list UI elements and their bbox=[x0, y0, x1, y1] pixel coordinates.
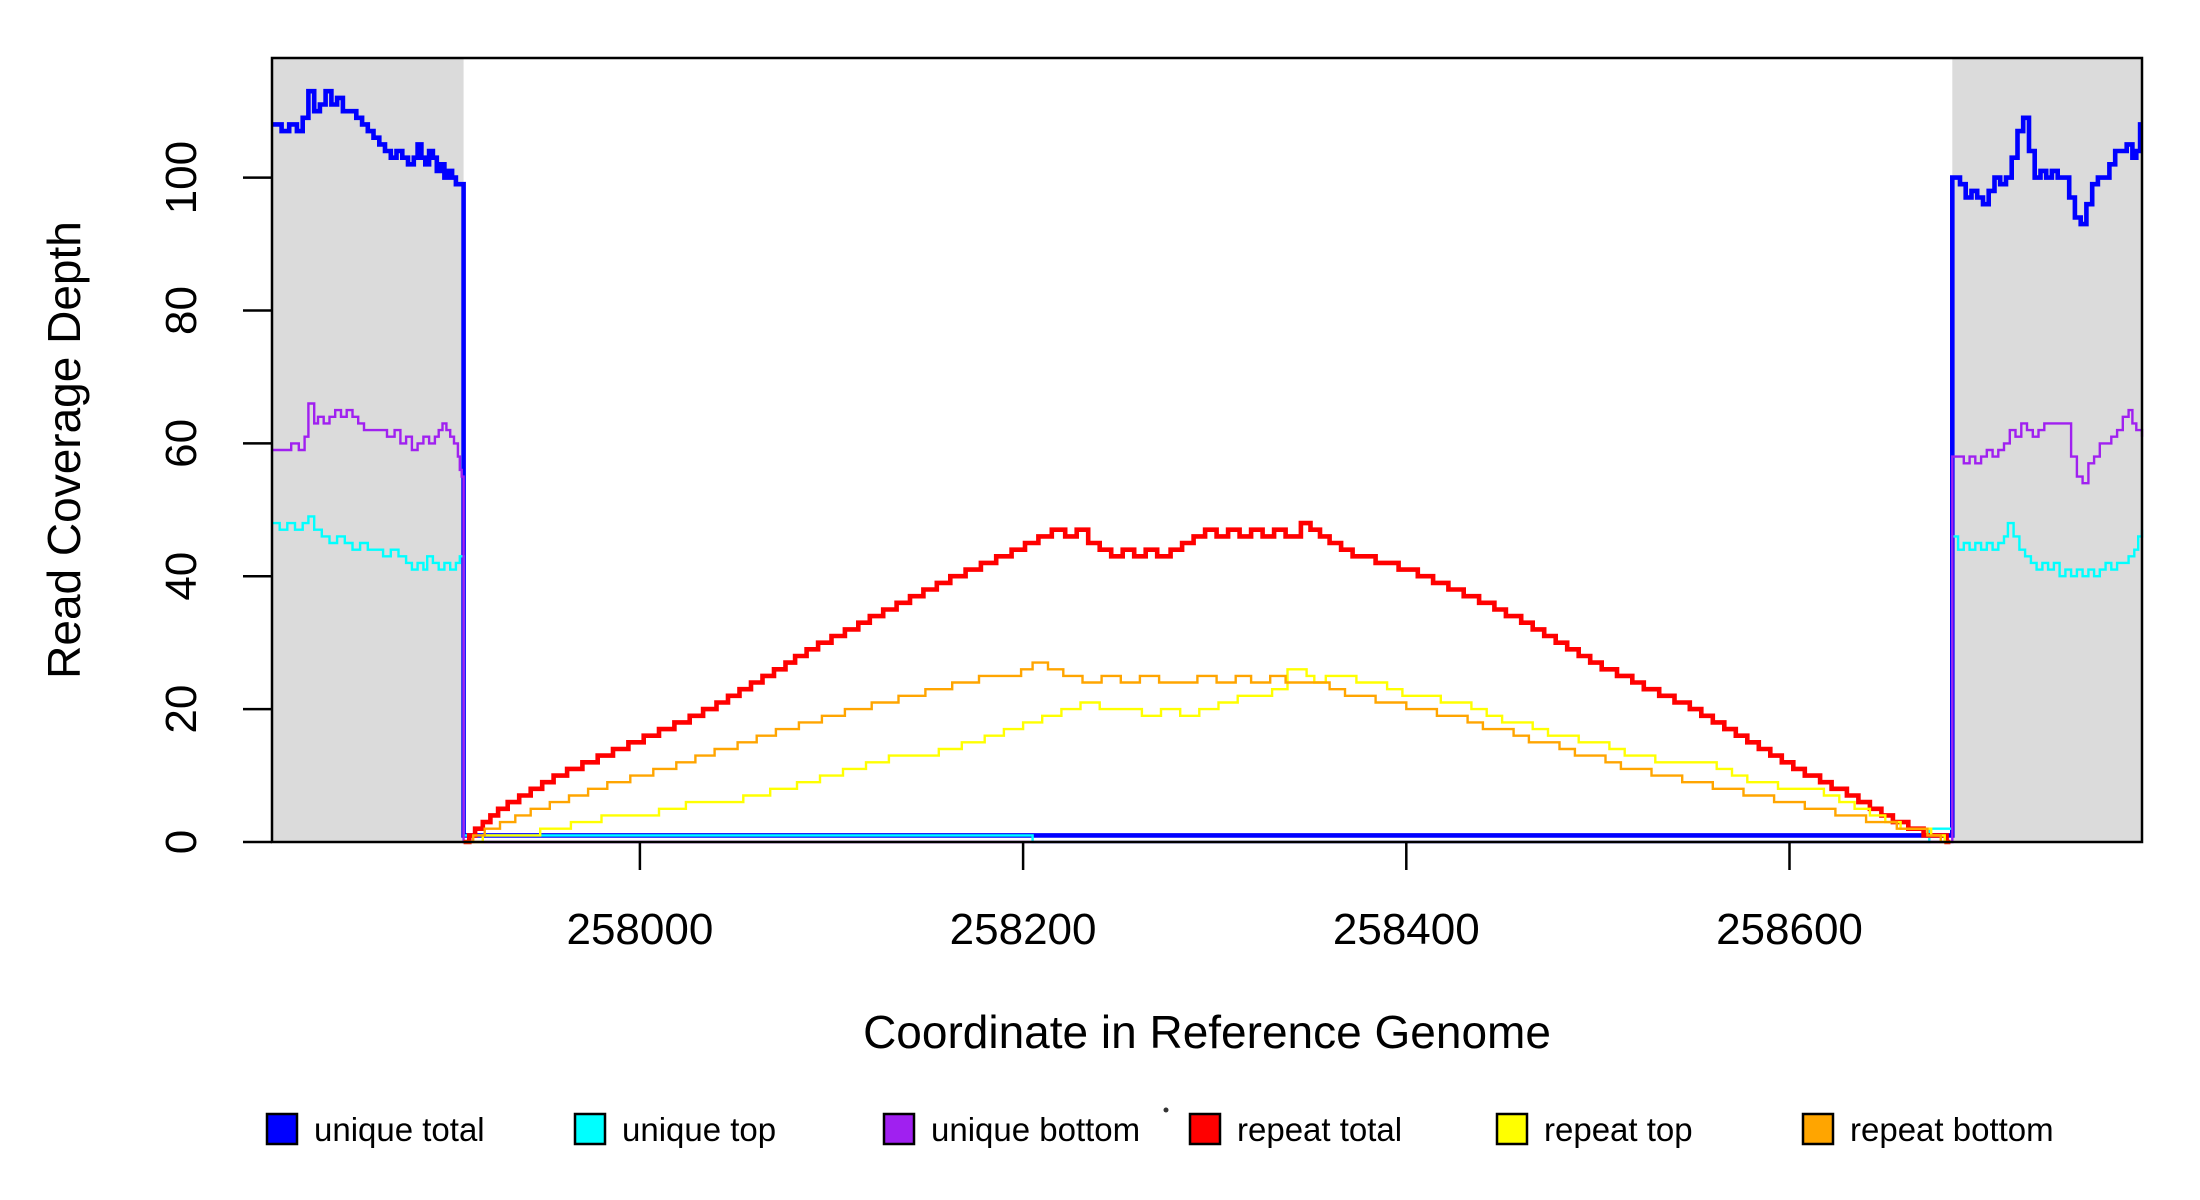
legend-item: repeat total bbox=[1188, 1111, 1402, 1148]
legend-item: repeat top bbox=[1495, 1111, 1693, 1148]
unique-flank-region bbox=[1952, 58, 2142, 842]
legend-label-repeat-top: repeat top bbox=[1544, 1111, 1693, 1148]
y-axis-label: Read Coverage Depth bbox=[38, 221, 90, 679]
series-lines bbox=[272, 88, 2144, 845]
legend-swatch-unique-bottom bbox=[882, 1112, 916, 1146]
legend-label-repeat-bottom: repeat bottom bbox=[1850, 1111, 2054, 1148]
y-tick-label: 40 bbox=[157, 552, 206, 601]
y-tick-label: 20 bbox=[157, 685, 206, 734]
legend-item: unique total bbox=[265, 1111, 485, 1148]
legend-swatch-repeat-total bbox=[1188, 1112, 1222, 1146]
plot-border bbox=[270, 56, 2144, 844]
series-repeat-bottom bbox=[463, 661, 1951, 844]
axes: 258000 258200 258400 258600 0 20 40 60 80 100 bbox=[157, 141, 1863, 954]
legend-label-unique-top: unique top bbox=[622, 1111, 776, 1148]
legend-item: repeat bottom bbox=[1801, 1111, 2054, 1148]
legend-swatch-repeat-top bbox=[1495, 1112, 1529, 1146]
x-axis-label: Coordinate in Reference Genome bbox=[863, 1006, 1551, 1058]
legend-swatch-unique-top bbox=[573, 1112, 607, 1146]
shaded-regions bbox=[272, 58, 2142, 842]
series-unique-bottom bbox=[272, 402, 2144, 844]
legend-label-repeat-total: repeat total bbox=[1237, 1111, 1402, 1148]
x-tick-label: 258400 bbox=[1333, 905, 1480, 954]
legend-label-unique-total: unique total bbox=[314, 1111, 485, 1148]
x-tick-label: 258600 bbox=[1716, 905, 1863, 954]
stray-dot bbox=[1163, 1107, 1169, 1113]
y-tick-label: 100 bbox=[157, 141, 206, 214]
series-repeat-total bbox=[463, 520, 1951, 845]
series-unique-top bbox=[272, 515, 2144, 844]
legend: unique total unique top unique bottom re… bbox=[265, 1107, 2054, 1148]
y-tick-label: 0 bbox=[157, 830, 206, 854]
legend-item: unique top bbox=[573, 1111, 776, 1148]
y-tick-label: 60 bbox=[157, 419, 206, 468]
legend-item: unique bottom bbox=[882, 1111, 1140, 1148]
legend-swatch-unique-total bbox=[265, 1112, 299, 1146]
x-tick-label: 258200 bbox=[950, 905, 1097, 954]
legend-label-unique-bottom: unique bottom bbox=[931, 1111, 1140, 1148]
x-tick-label: 258000 bbox=[566, 905, 713, 954]
legend-swatch-repeat-bottom bbox=[1801, 1112, 1835, 1146]
y-tick-label: 80 bbox=[157, 286, 206, 335]
series-unique-total bbox=[272, 88, 2143, 838]
series-repeat-top bbox=[463, 668, 1951, 844]
